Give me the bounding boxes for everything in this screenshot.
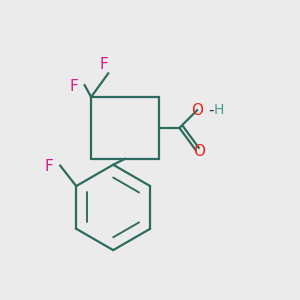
Text: F: F	[100, 57, 109, 72]
Text: F: F	[44, 159, 53, 174]
Text: -: -	[208, 103, 214, 118]
Text: O: O	[193, 144, 205, 159]
Text: H: H	[213, 103, 224, 117]
Text: O: O	[191, 103, 203, 118]
Text: F: F	[69, 79, 78, 94]
